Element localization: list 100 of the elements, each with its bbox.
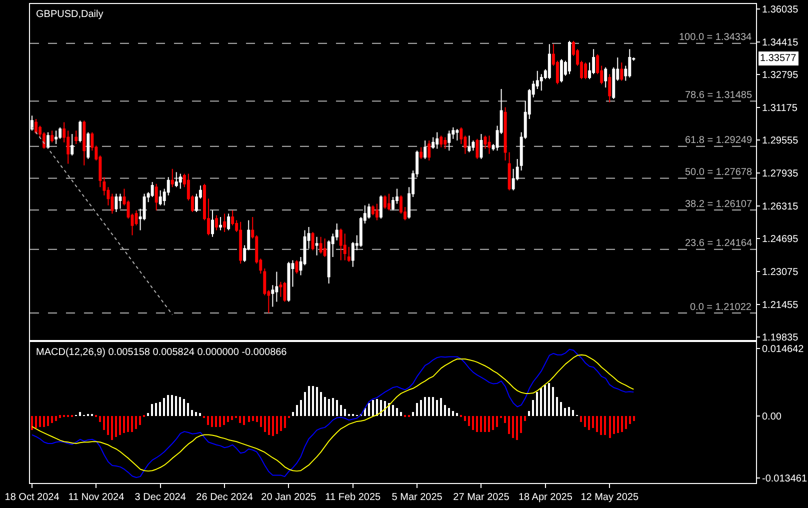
candlestick: [211, 210, 214, 238]
candlestick: [223, 213, 226, 233]
bar: [252, 416, 254, 421]
bar: [199, 413, 201, 416]
bar: [480, 416, 482, 432]
bar: [296, 405, 298, 416]
bar: [300, 400, 302, 416]
candlestick: [592, 48, 596, 75]
candlestick: [568, 40, 571, 75]
x-tick-label: 11 Feb 2025: [325, 492, 382, 503]
bar: [492, 416, 494, 430]
annotation: 1.33577: [760, 53, 797, 64]
bar: [613, 416, 615, 434]
bar: [47, 416, 49, 426]
bar: [183, 399, 185, 416]
bar: [428, 397, 430, 416]
bar: [179, 397, 181, 416]
candlestick: [428, 140, 431, 162]
bar: [316, 387, 318, 416]
bar: [111, 416, 113, 440]
ref-line-label: 0.0 = 1.21022: [690, 302, 752, 313]
candlestick: [319, 236, 322, 254]
bar: [312, 386, 314, 416]
bar: [231, 416, 233, 420]
bar: [384, 401, 386, 416]
y-tick-label: 1.31175: [762, 102, 798, 114]
y-tick-label: 1.34415: [762, 37, 799, 48]
bar: [424, 397, 426, 416]
candlestick: [488, 135, 491, 154]
candlestick: [118, 193, 122, 210]
ref-line-label: 78.6 = 1.31485: [685, 90, 752, 101]
bar: [308, 386, 310, 416]
bar: [171, 395, 173, 416]
bar: [175, 396, 177, 416]
bar: [103, 416, 105, 430]
bar: [392, 405, 394, 416]
bar: [444, 405, 446, 416]
bar: [464, 416, 466, 421]
bar: [219, 416, 221, 427]
candlestick: [628, 48, 632, 78]
text: GBPUSD,Daily: [36, 9, 104, 20]
bar: [432, 397, 434, 416]
candlestick: [215, 214, 218, 231]
bar: [472, 416, 474, 430]
bar: [39, 416, 41, 427]
bar: [368, 403, 370, 416]
bar: [496, 416, 498, 427]
bar: [260, 416, 262, 427]
bar: [268, 416, 270, 435]
bar: [604, 416, 606, 435]
y-tick-label: 1.32795: [762, 70, 799, 82]
bar: [532, 400, 534, 416]
bar: [332, 398, 334, 416]
candlestick: [78, 120, 82, 143]
bar: [55, 416, 57, 421]
candlestick: [548, 44, 551, 80]
bar: [596, 416, 598, 432]
bar: [119, 416, 121, 435]
bar: [396, 408, 398, 416]
x-tick-label: 12 May 2025: [580, 492, 639, 503]
x-tick-label: 18 Oct 2024: [4, 492, 60, 503]
x-tick-label: 11 Nov 2024: [68, 492, 125, 503]
bar: [528, 411, 530, 416]
candlestick: [158, 190, 162, 206]
candlestick: [227, 213, 230, 231]
bar: [324, 397, 326, 416]
bar: [572, 410, 574, 416]
bar: [544, 385, 546, 416]
bar: [476, 416, 478, 432]
bar: [564, 408, 566, 416]
bar: [484, 416, 486, 432]
candlestick: [504, 106, 507, 162]
candlestick: [468, 135, 471, 153]
bar: [79, 412, 81, 416]
candlestick: [219, 216, 222, 231]
candlestick: [82, 120, 86, 166]
bar: [580, 416, 582, 422]
bar: [207, 416, 209, 425]
bar: [452, 411, 454, 416]
candlestick: [420, 146, 423, 160]
candlestick: [388, 193, 390, 211]
bar: [243, 416, 245, 425]
bar: [31, 416, 33, 430]
bar: [436, 400, 438, 416]
bar: [376, 399, 378, 416]
bar: [440, 398, 442, 416]
bar: [155, 403, 157, 416]
bar: [621, 416, 623, 432]
bar: [629, 416, 631, 424]
x-tick-label: 18 Apr 2025: [518, 492, 573, 503]
bar: [536, 392, 538, 416]
bar: [540, 388, 542, 416]
bar: [43, 416, 45, 427]
candlestick: [54, 130, 58, 144]
y-tick-label: 1.36035: [762, 4, 799, 16]
bar: [560, 402, 562, 416]
bar: [248, 416, 250, 422]
bar: [135, 416, 137, 429]
bar: [115, 416, 117, 437]
ref-line-label: 23.6 = 1.24164: [685, 238, 752, 249]
